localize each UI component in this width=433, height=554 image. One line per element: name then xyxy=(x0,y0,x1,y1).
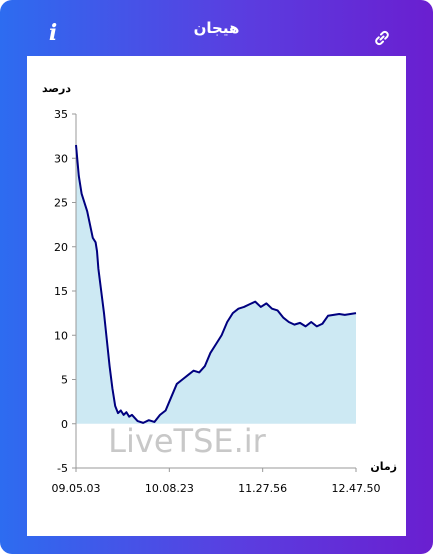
x-tick-label: 12.47.50 xyxy=(332,482,381,495)
y-tick-label: -5 xyxy=(57,462,68,475)
header: هیجان xyxy=(0,0,433,56)
link-icon[interactable] xyxy=(372,28,392,48)
y-tick-label: 5 xyxy=(61,374,68,387)
y-axis-label: درصد xyxy=(42,82,71,95)
x-tick-label: 09.05.03 xyxy=(52,482,101,495)
chart: درصد زمان LiveTSE.ir -5 0 5 10 15 20 25 30 35 09.… xyxy=(42,82,397,495)
x-tick-label: 11.27.56 xyxy=(238,482,287,495)
y-tick-label: 20 xyxy=(54,241,68,254)
y-tick-label: 35 xyxy=(54,108,68,121)
y-tick-label: 0 xyxy=(61,418,68,431)
y-tick-label: 15 xyxy=(54,285,68,298)
series-line xyxy=(75,144,357,424)
x-tick-label: 10.08.23 xyxy=(145,482,194,495)
y-tick-label: 10 xyxy=(54,329,68,342)
plot-area: -5 0 5 10 15 20 25 30 35 09.05.03 10.08.23 11.27.56… xyxy=(52,108,381,495)
y-tick-label: 25 xyxy=(54,197,68,210)
series-area xyxy=(76,144,356,424)
chart-panel: درصد زمان LiveTSE.ir -5 0 5 10 15 20 25 30 35 09.… xyxy=(27,56,406,536)
y-tick-label: 30 xyxy=(54,152,68,165)
info-icon[interactable]: i xyxy=(48,20,58,46)
page-title: هیجان xyxy=(193,19,240,37)
watermark: LiveTSE.ir xyxy=(108,422,266,460)
x-axis-label: زمان xyxy=(370,460,397,473)
